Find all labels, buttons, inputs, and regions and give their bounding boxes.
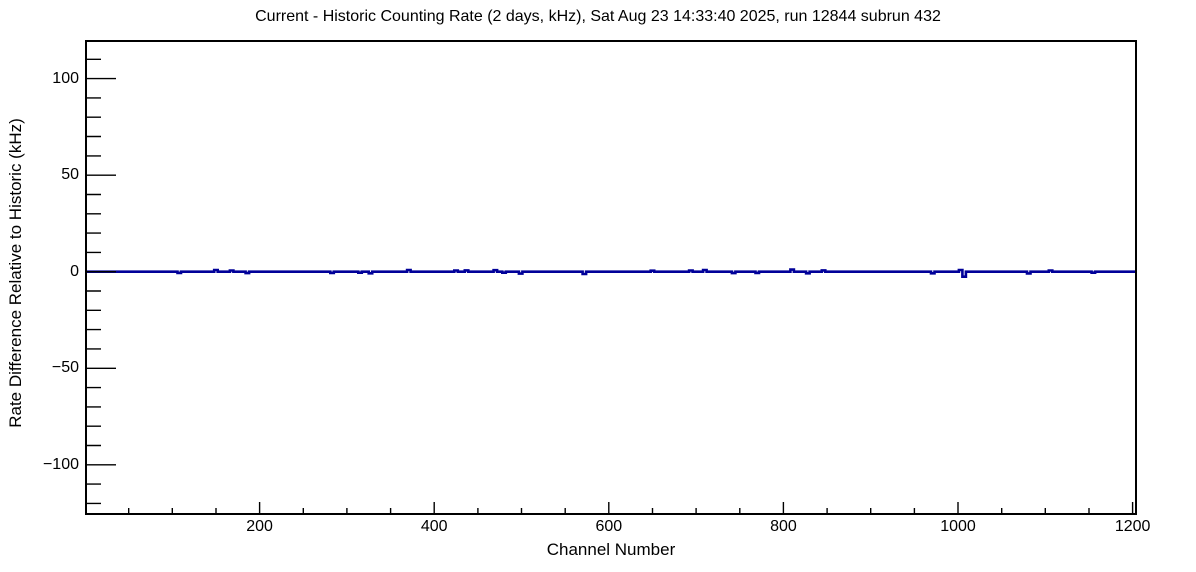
y-tick-label: −50 (51, 359, 79, 377)
y-tick-label: 50 (61, 166, 79, 184)
chart-title: Current - Historic Counting Rate (2 days… (255, 8, 941, 25)
axis-minor-ticks (86, 58, 1090, 514)
x-tick-label: 800 (770, 518, 797, 535)
x-tick-label: 400 (420, 518, 448, 535)
x-tick-label: 1200 (1114, 518, 1151, 535)
x-axis-title: Channel Number (546, 540, 676, 559)
x-tick-label: 600 (595, 518, 623, 535)
plot-frame (85, 40, 1137, 515)
rate-difference-line (85, 268, 1137, 278)
x-tick-label: 1000 (940, 518, 976, 535)
y-tick-label: 0 (70, 262, 79, 280)
y-tick-label: −100 (42, 455, 79, 473)
x-tick-label: 200 (246, 518, 273, 535)
y-tick-label: 100 (52, 69, 79, 87)
frame-border (85, 40, 1137, 515)
axis-major-ticks (86, 77, 1134, 514)
